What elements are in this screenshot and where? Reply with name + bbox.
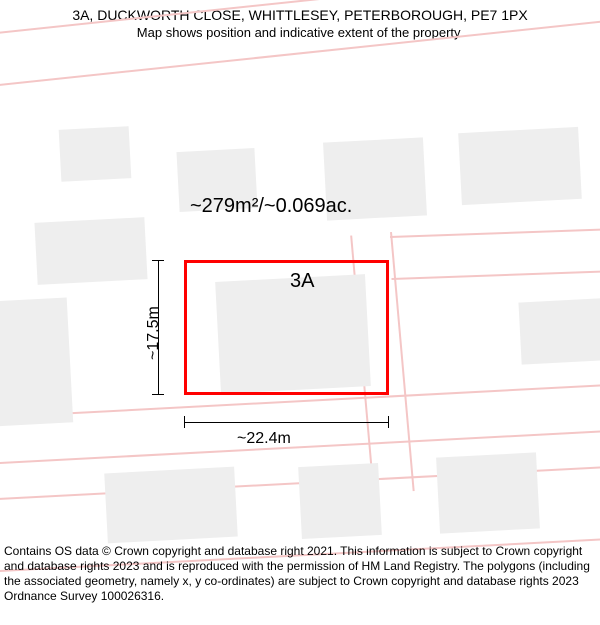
building-8 [298, 463, 382, 539]
building-3 [458, 127, 582, 205]
height-label: ~17.5m [145, 306, 163, 360]
height-measure-tick-top [152, 260, 164, 261]
height-measure-tick-bottom [152, 394, 164, 395]
building-5 [0, 297, 73, 427]
building-0 [59, 126, 132, 182]
width-label: ~22.4m [237, 430, 291, 448]
width-measure-tick-right [388, 416, 389, 428]
property-highlight [184, 260, 389, 395]
road-close_horiz [390, 227, 600, 280]
width-measure-line [184, 422, 389, 423]
area-label: ~279m²/~0.069ac. [190, 195, 352, 218]
building-9 [436, 452, 540, 533]
map-canvas: ~279m²/~0.069ac. 3A ~22.4m ~17.5m [0, 0, 600, 540]
road-main_top [0, 0, 600, 94]
building-10 [104, 467, 237, 544]
building-7 [518, 297, 600, 364]
property-label: 3A [290, 270, 314, 293]
copyright-footer: Contains OS data © Crown copyright and d… [4, 544, 596, 604]
width-measure-tick-left [184, 416, 185, 428]
building-4 [34, 217, 147, 285]
